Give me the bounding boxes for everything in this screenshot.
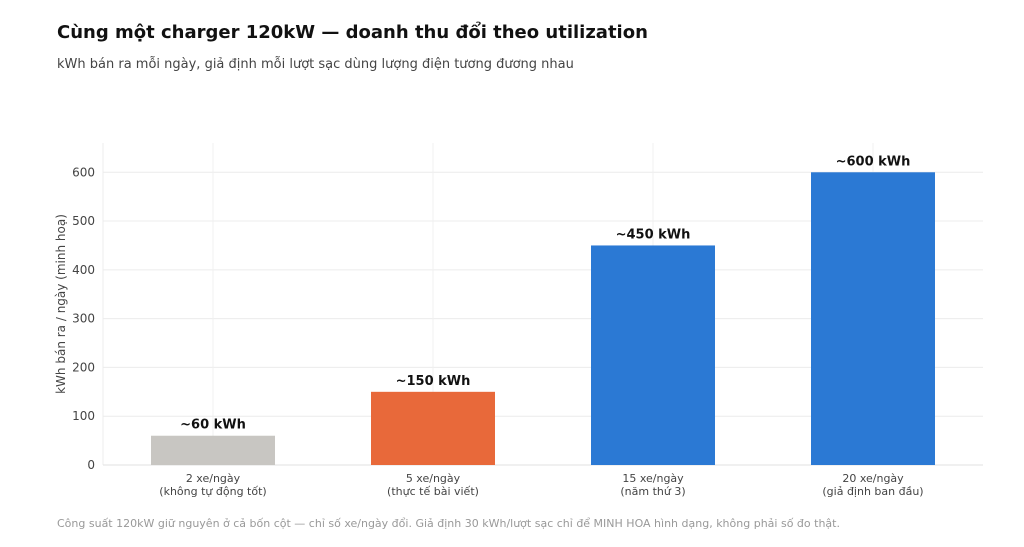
bars [151, 172, 935, 466]
x-axis-labels: 2 xe/ngày(không tự động tốt) 5 xe/ngày(th… [159, 472, 923, 498]
bar-data-label: ~600 kWh [836, 154, 911, 169]
x-category-label: (thực tế bài viết) [387, 485, 479, 498]
y-tick-label: 300 [72, 312, 95, 326]
bar [811, 172, 935, 466]
y-tick-label: 500 [72, 214, 95, 228]
x-category-label: 5 xe/ngày [406, 472, 461, 485]
data-labels: ~60 kWh ~150 kWh ~450 kWh ~600 kWh [180, 154, 910, 432]
x-category-label: (không tự động tốt) [159, 485, 266, 498]
x-category-label: 2 xe/ngày [186, 472, 241, 485]
x-category-label: 15 xe/ngày [622, 472, 684, 485]
x-category-label: (giả định ban đầu) [822, 485, 923, 498]
bar [371, 391, 495, 465]
y-tick-label: 400 [72, 263, 95, 277]
y-axis-title: kWh bán ra / ngày (minh hoạ) [54, 214, 68, 394]
bar [591, 245, 715, 465]
y-tick-label: 100 [72, 409, 95, 423]
bar-data-label: ~60 kWh [180, 418, 246, 433]
chart-subtitle: kWh bán ra mỗi ngày, giả định mỗi lượt s… [57, 57, 574, 72]
y-axis-ticks: 0 100 200 300 400 500 600 [72, 165, 95, 472]
chart-footnote: Công suất 120kW giữ nguyên ở cả bốn cột … [57, 517, 840, 530]
y-tick-label: 0 [87, 458, 95, 472]
x-category-label: 20 xe/ngày [842, 472, 904, 485]
bar-data-label: ~150 kWh [396, 374, 471, 389]
y-tick-label: 600 [72, 165, 95, 179]
chart-title: Cùng một charger 120kW — doanh thu đổi t… [57, 22, 648, 43]
bar-chart: 0 100 200 300 400 500 600 2 xe/ngày(không tự đ… [54, 143, 983, 498]
x-category-label: (năm thứ 3) [620, 485, 685, 498]
bar-data-label: ~450 kWh [616, 227, 691, 242]
bar [151, 435, 275, 465]
y-tick-label: 200 [72, 360, 95, 374]
